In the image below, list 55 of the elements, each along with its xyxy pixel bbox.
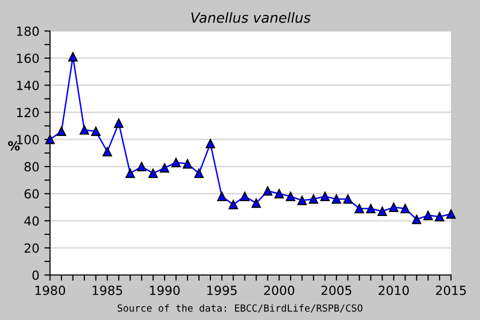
point <box>274 188 284 198</box>
y-tick-label: 80 <box>24 162 39 172</box>
point <box>68 52 78 62</box>
y-tick-label: 120 <box>17 108 39 118</box>
point <box>102 146 112 156</box>
x-tick-label: 1985 <box>92 286 122 296</box>
point <box>320 192 330 202</box>
y-tick-label: 60 <box>24 189 39 199</box>
point <box>56 126 66 136</box>
point <box>91 126 101 136</box>
chart-title: Vanellus vanellus <box>191 12 310 23</box>
point <box>228 200 238 210</box>
point <box>148 168 158 178</box>
point <box>423 210 433 220</box>
y-tick-label: 0 <box>32 270 39 280</box>
x-tick-label: 2015 <box>436 286 466 296</box>
y-tick-label: 140 <box>17 80 39 90</box>
point <box>194 168 204 178</box>
point <box>434 212 444 222</box>
point <box>240 192 250 202</box>
x-tick-label: 1980 <box>35 286 66 296</box>
point <box>125 168 135 178</box>
y-tick-label: 180 <box>17 26 39 36</box>
point <box>400 204 410 214</box>
y-tick-label: 40 <box>24 216 39 226</box>
point <box>297 196 307 206</box>
point <box>332 194 342 204</box>
x-tick-label: 2000 <box>264 286 294 296</box>
point <box>343 194 353 204</box>
point <box>354 204 364 214</box>
point <box>446 209 456 219</box>
point <box>378 206 387 216</box>
point <box>160 163 170 173</box>
source-note: Source of the data: EBCC/BirdLife/RSPB/CSO <box>118 304 362 312</box>
point <box>136 162 146 172</box>
x-tick-label: 1990 <box>150 286 180 296</box>
y-tick-label: 20 <box>24 243 39 253</box>
x-tick-label: 2005 <box>321 286 352 296</box>
point <box>308 194 318 204</box>
point <box>388 202 398 212</box>
point <box>262 186 272 196</box>
point <box>217 192 227 202</box>
point <box>80 125 90 135</box>
point <box>366 204 376 214</box>
y-tick-label: 160 <box>17 54 39 64</box>
point <box>114 118 124 128</box>
point <box>171 158 181 168</box>
point <box>182 159 192 169</box>
point <box>412 214 422 224</box>
point <box>252 198 261 208</box>
point <box>286 192 296 202</box>
x-tick-label: 2010 <box>378 286 409 296</box>
point <box>45 134 55 144</box>
point <box>206 138 216 148</box>
x-tick-label: 1995 <box>207 286 237 296</box>
